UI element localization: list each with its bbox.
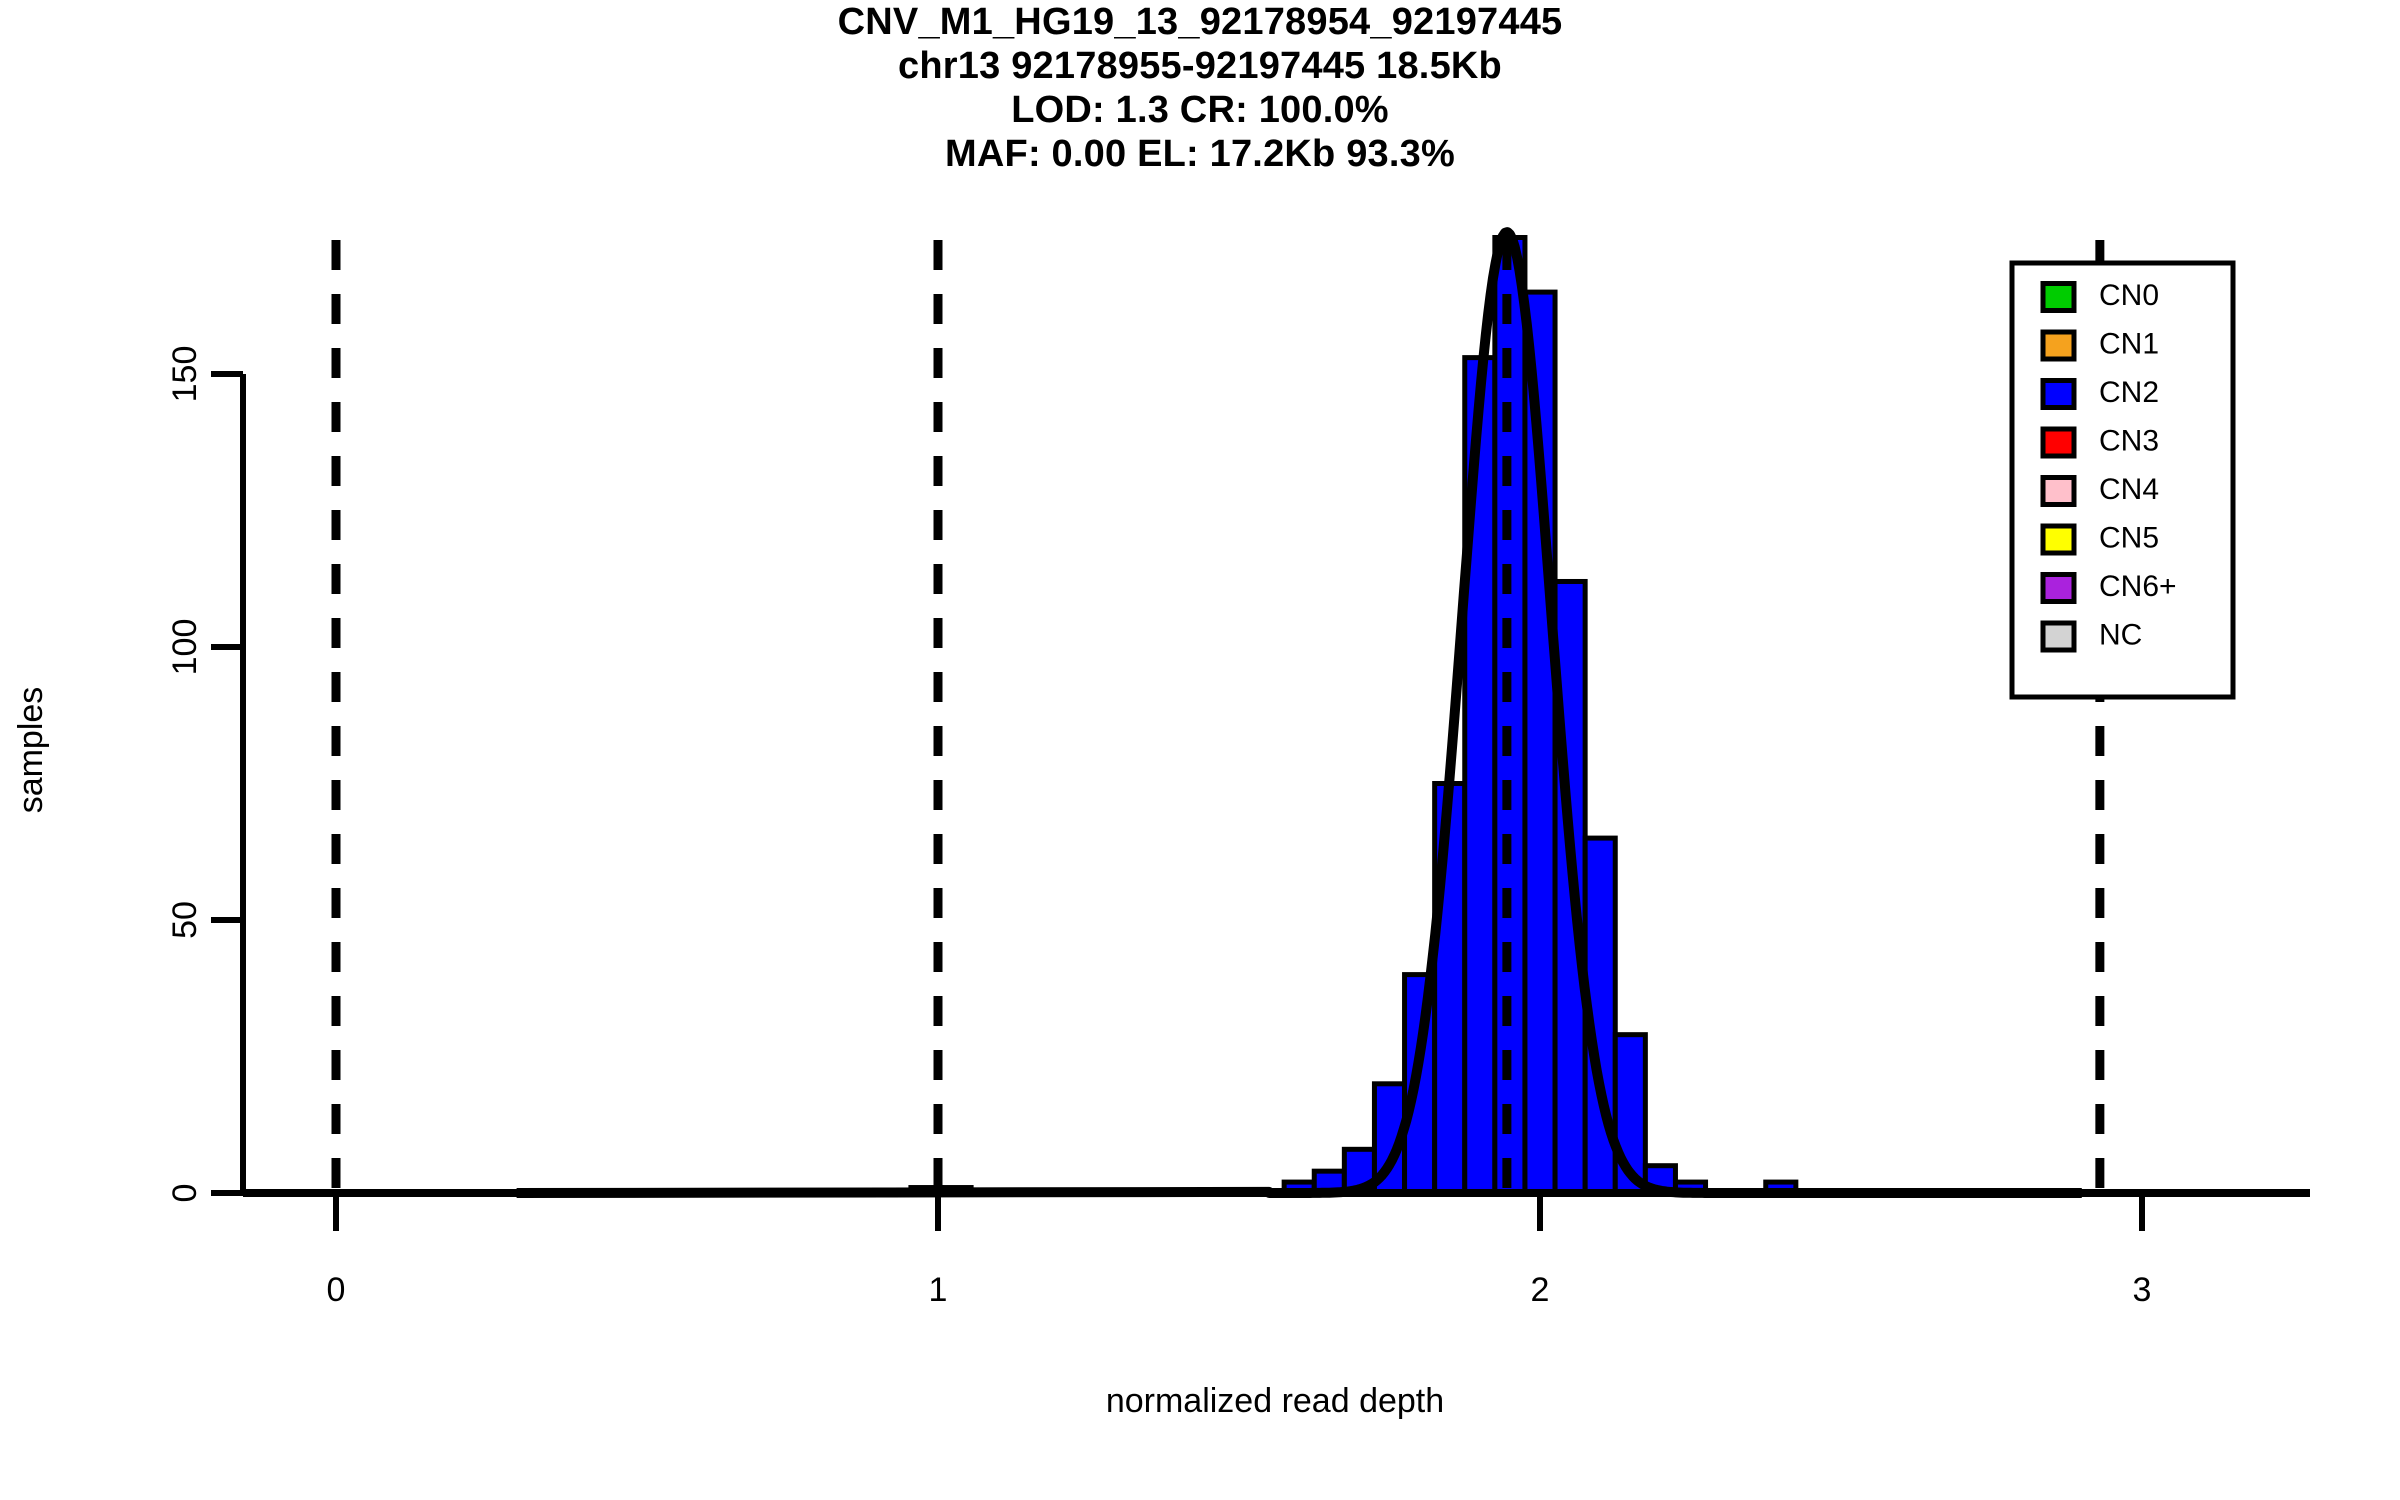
legend-swatch-cn1 — [2040, 329, 2077, 362]
x-tick-label: 2 — [1531, 1271, 1550, 1309]
title-line-3: LOD: 1.3 CR: 100.0% — [1011, 89, 1389, 131]
y-axis-tick-labels: 0 50 100 150 — [166, 346, 204, 1203]
x-axis-title: normalized read depth — [1106, 1382, 1444, 1420]
x-axis-tick-labels: 0 1 2 3 — [327, 1271, 2152, 1309]
y-tick-label: 100 — [166, 619, 204, 676]
legend-label-cn6plus: CN6+ — [2099, 570, 2177, 603]
y-axis: 0 50 100 150 — [166, 346, 246, 1203]
plot-title-block: CNV_M1_HG19_13_92178954_92197445 chr13 9… — [0, 0, 2400, 176]
y-tick-label: 150 — [166, 346, 204, 403]
y-axis-ticks — [211, 371, 243, 1196]
y-tick-label: 0 — [166, 1184, 204, 1203]
x-axis-ticks — [333, 1193, 2145, 1231]
legend-label-cn4: CN4 — [2099, 473, 2159, 506]
title-line-2: chr13 92178955-92197445 18.5Kb — [898, 45, 1502, 87]
legend-swatch-cn4 — [2040, 475, 2077, 507]
legend-label-cn1: CN1 — [2099, 327, 2159, 360]
legend-swatch-cn2 — [2040, 378, 2077, 410]
legend-label-cn5: CN5 — [2099, 521, 2159, 554]
y-axis-title: samples — [12, 687, 50, 814]
legend-swatch-cn5 — [2040, 523, 2077, 556]
x-tick-label: 0 — [327, 1271, 346, 1309]
x-axis: 0 1 2 3 — [243, 1189, 2310, 1309]
legend-label-cn3: CN3 — [2099, 424, 2159, 457]
legend-label-cn2: CN2 — [2099, 376, 2159, 409]
reference-lines-group — [331, 240, 2105, 1193]
legend-swatch-cn3 — [2040, 426, 2077, 459]
legend-swatch-nc — [2040, 620, 2077, 653]
legend-label-cn0: CN0 — [2099, 279, 2159, 312]
x-tick-label: 1 — [929, 1271, 948, 1309]
legend-label-nc: NC — [2099, 618, 2142, 651]
histogram-bars-group — [908, 235, 1799, 1196]
legend-swatch-cn6plus — [2040, 572, 2077, 604]
histogram-bar — [1492, 235, 1528, 1196]
title-line-4: MAF: 0.00 EL: 17.2Kb 93.3% — [945, 133, 1455, 175]
y-tick-label: 50 — [166, 901, 204, 939]
title-line-1: CNV_M1_HG19_13_92178954_92197445 — [837, 1, 1563, 43]
density-curve — [516, 227, 2082, 1198]
legend-swatch-cn0 — [2040, 281, 2077, 313]
legend: CN0 CN1 CN2 CN3 CN4 CN5 CN6+ NC — [2009, 260, 2236, 700]
legend-items-group: CN0 CN1 CN2 CN3 CN4 CN5 CN6+ NC — [2040, 279, 2177, 653]
x-tick-label: 3 — [2133, 1271, 2152, 1309]
